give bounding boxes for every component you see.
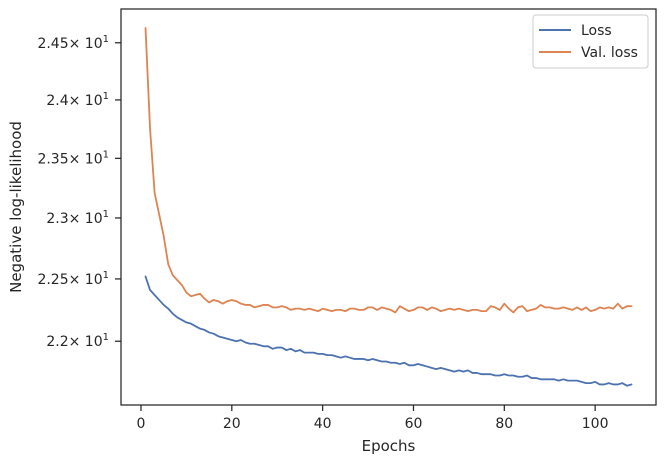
y-tick-exponent: 1	[103, 34, 109, 45]
x-tick-label: 40	[314, 416, 332, 432]
y-tick-base: × 10	[69, 151, 103, 167]
y-tick-base: × 10	[69, 93, 103, 109]
y-tick-mantissa: 2.25	[37, 272, 68, 288]
y-tick-mantissa: 2.4	[46, 93, 68, 109]
y-tick-label: 2.3× 101	[46, 209, 109, 227]
y-tick-exponent: 1	[103, 332, 109, 343]
legend-val-loss-label: Val. loss	[581, 45, 638, 61]
series-line-loss	[144, 275, 633, 387]
y-tick-base: × 10	[69, 211, 103, 227]
x-tick-label: 100	[582, 416, 609, 432]
y-tick-label: 2.25× 101	[37, 270, 109, 288]
legend-loss-label: Loss	[581, 23, 612, 39]
y-tick-mantissa: 2.3	[46, 211, 68, 227]
y-tick-exponent: 1	[103, 91, 109, 102]
x-tick-label: 80	[495, 416, 513, 432]
y-tick-mantissa: 2.35	[37, 151, 68, 167]
x-tick-label: 0	[137, 416, 146, 432]
y-tick-mantissa: 2.45	[37, 36, 68, 52]
plot-frame	[120, 8, 657, 406]
y-tick-exponent: 1	[103, 270, 109, 281]
y-axis-title: Negative log-likelihood	[7, 121, 25, 293]
series-layer	[144, 27, 633, 387]
y-tick-base: × 10	[69, 36, 103, 52]
x-tick-label: 60	[405, 416, 423, 432]
legend-box	[532, 14, 649, 69]
y-tick-exponent: 1	[103, 149, 109, 160]
x-tick-label: 20	[223, 416, 241, 432]
y-tick-label: 2.45× 101	[37, 34, 109, 52]
x-axis-title: Epochs	[362, 437, 416, 455]
y-tick-base: × 10	[69, 272, 103, 288]
legend: Loss Val. loss	[532, 14, 649, 69]
x-axis-ticks: 0 20 40 60 80 100	[137, 405, 609, 432]
y-tick-mantissa: 2.2	[46, 334, 68, 350]
y-tick-label: 2.4× 101	[46, 91, 109, 109]
y-tick-base: × 10	[69, 334, 103, 350]
y-tick-exponent: 1	[103, 209, 109, 220]
y-tick-label: 2.35× 101	[37, 149, 109, 167]
series-line-val-loss	[144, 27, 633, 314]
y-tick-label: 2.2× 101	[46, 332, 109, 350]
